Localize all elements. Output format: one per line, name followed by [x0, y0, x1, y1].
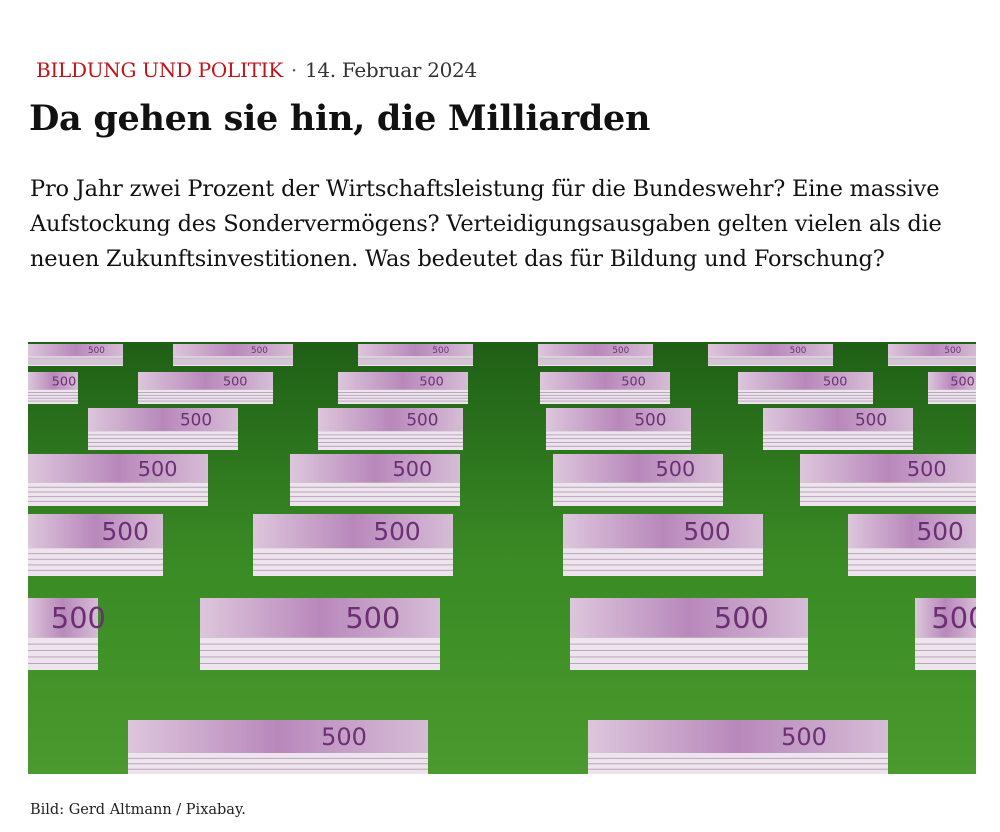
banknote-value: 500 [102, 517, 149, 546]
category-link[interactable]: BILDUNG UND POLITIK [36, 58, 283, 82]
banknote-value: 500 [944, 346, 961, 356]
banknote-value: 500 [419, 374, 443, 389]
banknote-value: 500 [790, 346, 807, 356]
banknote-stack: 500 [928, 372, 976, 404]
banknote-stack: 500 [128, 720, 428, 774]
banknote-stack: 500 [138, 372, 273, 404]
banknote-stack: 500 [708, 344, 833, 366]
banknote-stack: 500 [28, 454, 208, 506]
banknote-value: 500 [393, 457, 433, 481]
banknotes-on-grass-illustration: 500 500 500 500 500 500 500 500 500 500 500 500 500 5… [28, 342, 976, 774]
banknote-stack: 500 [318, 408, 463, 450]
article-meta: BILDUNG UND POLITIK · 14. Februar 2024 [36, 58, 477, 82]
banknote-value: 500 [656, 457, 696, 481]
banknote-value: 500 [950, 374, 974, 389]
banknote-value: 500 [52, 374, 76, 389]
banknote-stack: 500 [200, 598, 440, 670]
banknote-value: 500 [223, 374, 247, 389]
banknote-stack: 500 [800, 454, 976, 506]
banknote-stack: 500 [540, 372, 670, 404]
meta-separator: · [290, 58, 297, 82]
banknote-stack: 500 [173, 344, 293, 366]
banknote-value: 500 [432, 346, 449, 356]
banknote-value: 500 [916, 517, 963, 546]
banknote-stack: 500 [546, 408, 691, 450]
banknote-value: 500 [907, 457, 947, 481]
banknote-value: 500 [634, 410, 666, 430]
banknote-stack: 500 [888, 344, 976, 366]
banknote-value: 500 [138, 457, 178, 481]
publish-date: 14. Februar 2024 [304, 58, 477, 82]
banknote-stack: 500 [290, 454, 460, 506]
banknote-stack: 500 [538, 344, 653, 366]
banknote-stack: 500 [253, 514, 453, 576]
banknote-value: 500 [931, 601, 976, 635]
banknote-stack: 500 [570, 598, 808, 670]
banknote-stack: 500 [28, 514, 163, 576]
banknote-value: 500 [621, 374, 645, 389]
banknote-value: 500 [251, 346, 268, 356]
banknote-value: 500 [51, 601, 106, 635]
banknote-stack: 500 [588, 720, 888, 774]
banknote-stack: 500 [848, 514, 976, 576]
banknote-stack: 500 [563, 514, 763, 576]
banknote-value: 500 [823, 374, 847, 389]
banknote-stack: 500 [88, 408, 238, 450]
article-lead: Pro Jahr zwei Prozent der Wirtschaftslei… [30, 176, 942, 272]
banknote-stack: 500 [915, 598, 976, 670]
banknote-value: 500 [781, 723, 827, 751]
banknote-value: 500 [612, 346, 629, 356]
banknote-value: 500 [345, 601, 400, 635]
banknote-stack: 500 [358, 344, 473, 366]
banknote-stack: 500 [738, 372, 873, 404]
banknote-value: 500 [180, 410, 212, 430]
image-credit: Bild: Gerd Altmann / Pixabay. [30, 802, 246, 818]
banknote-value: 500 [373, 517, 420, 546]
banknote-stack: 500 [553, 454, 723, 506]
banknote-stack: 500 [28, 372, 78, 404]
banknote-value: 500 [683, 517, 730, 546]
article-title: Da gehen sie hin, die Milliarden [29, 98, 651, 139]
banknote-stack: 500 [28, 344, 123, 366]
banknote-value: 500 [321, 723, 367, 751]
banknote-value: 500 [406, 410, 438, 430]
article-image: 500 500 500 500 500 500 500 500 500 500 500 500 500 5… [28, 342, 976, 774]
banknote-stack: 500 [28, 598, 106, 670]
banknote-stack: 500 [763, 408, 913, 450]
banknote-stack: 500 [338, 372, 468, 404]
banknote-value: 500 [88, 346, 105, 356]
banknote-value: 500 [714, 601, 769, 635]
banknote-value: 500 [855, 410, 887, 430]
